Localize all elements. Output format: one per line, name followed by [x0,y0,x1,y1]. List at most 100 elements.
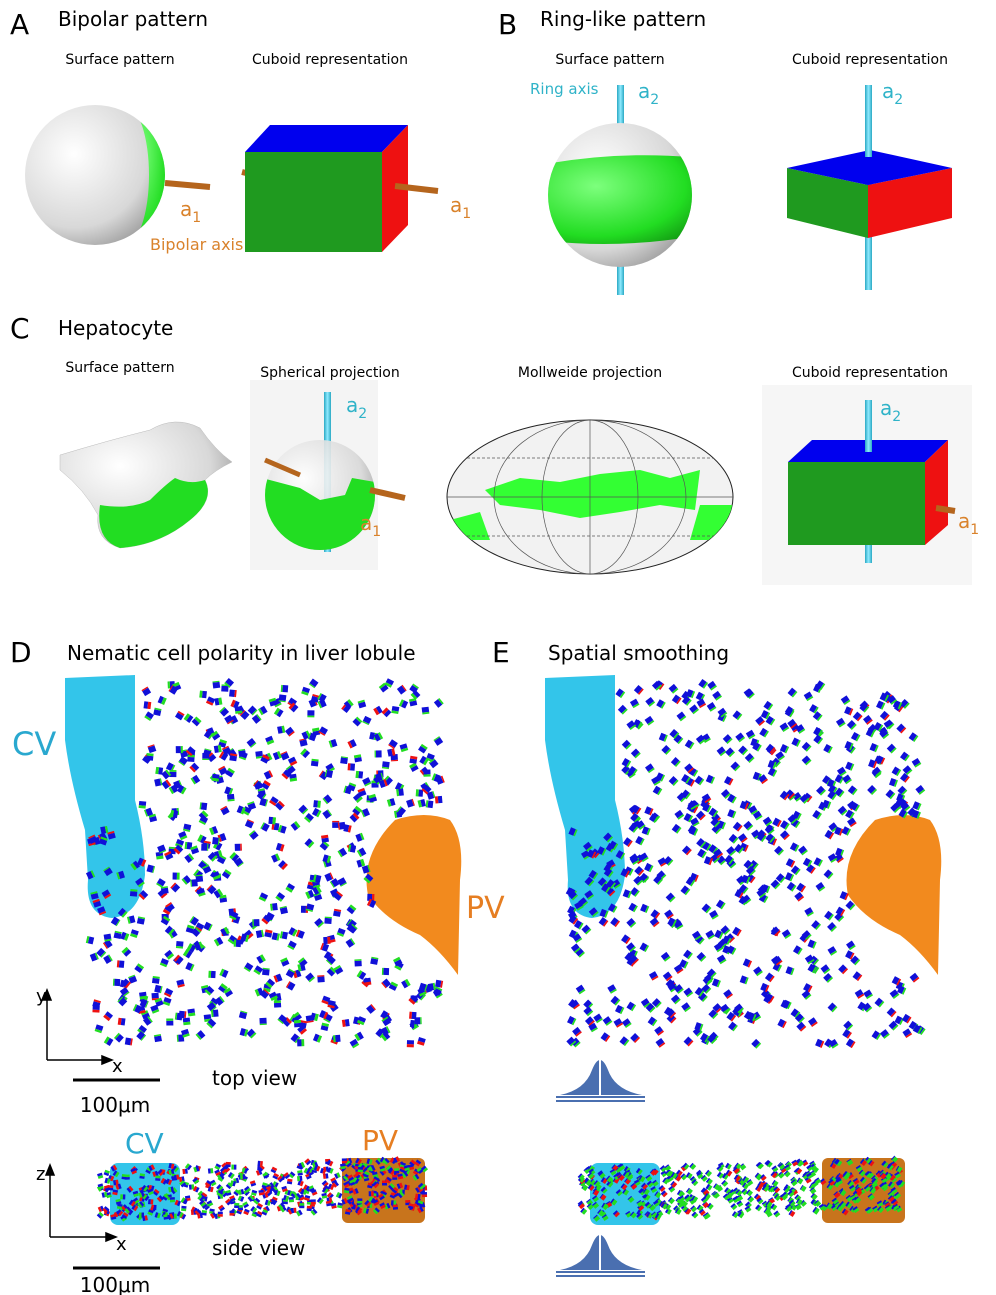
cell-cuboid [787,882,797,892]
cell-cuboid [340,756,348,764]
cell-cuboid [691,1211,698,1218]
cell-cuboid [863,715,873,725]
cell-cuboid [827,922,837,932]
subtitle: Spherical projection [260,365,399,381]
cell-cuboid [723,734,733,744]
cuboid-face [358,1167,363,1170]
cuboid-face [311,1199,316,1202]
cuboid-face [398,788,404,796]
cell-cuboid [174,955,184,965]
cell-cuboid [880,711,890,721]
cell-cuboid [354,754,362,762]
label-sub: 2 [358,406,367,422]
cell-cuboid [426,800,434,808]
cell-cuboid [170,1197,175,1202]
cell-cuboid [777,1019,786,1028]
cell-cuboid [134,963,144,973]
cuboid-face [332,821,339,822]
cell-cuboid [264,770,273,779]
cell-cuboid [197,1213,203,1219]
cell-cuboid [214,937,224,947]
cell-cuboid [382,968,389,975]
cell-cuboid [238,1195,245,1202]
cuboid-face [358,771,363,778]
cell-cuboid [659,733,668,742]
cuboid-face [382,1183,387,1186]
cuboid-face [357,1201,362,1204]
cell-cuboid [355,833,364,842]
cell-cuboid [191,775,201,785]
cell-cuboid [166,1018,173,1025]
cell-cuboid [791,738,800,747]
cuboid-face [240,844,242,851]
cuboid-face [311,1202,316,1205]
cuboid-face [179,756,188,765]
cell-cuboid [139,1212,144,1217]
cell-cuboid [323,1166,328,1171]
cell-cuboid [838,964,848,974]
cell-cuboid [173,873,180,880]
cell-cuboid [357,1198,362,1203]
cell-cuboid [851,732,861,742]
cuboid-face [204,1014,211,1019]
cuboid-face [171,884,180,893]
cuboid-face [248,706,257,715]
cell-cuboid [103,1011,113,1021]
cuboid-face [142,688,151,697]
cuboid-face [234,1205,239,1208]
cuboid-face [234,1165,237,1170]
axis-label: a2 [638,79,659,108]
cell-cuboid [733,822,743,832]
cell-cuboid [788,688,798,698]
cell-cuboid [823,744,833,754]
cell-cuboid [812,810,822,820]
label-base: a [958,509,970,533]
cuboid-face [294,1020,301,1023]
cuboid-face [119,960,125,967]
cell-cuboid [104,1170,110,1176]
cell-cuboid [229,753,237,761]
subtitle: Surface pattern [65,52,174,68]
cell-cuboid [314,918,324,928]
cuboid-face [299,1203,304,1206]
cell-cuboid [139,992,147,1000]
cell-cuboid [320,943,329,952]
cell-cuboid [684,1037,694,1047]
cell-cuboid [305,972,315,982]
cell-cuboid [297,1176,302,1181]
subtitle: Cuboid representation [792,365,948,381]
cell-cuboid [847,720,857,730]
cell-cuboid [796,1022,806,1032]
cell-cuboid [212,837,220,845]
cell-cuboid [725,747,735,757]
cell-cuboid [329,739,338,748]
cell-cuboid [248,706,258,716]
cell-cuboid [164,950,174,960]
cell-cuboid [435,796,443,804]
cell-cuboid [743,821,753,831]
cell-cuboid [388,739,398,749]
cuboid-face [191,1210,194,1215]
cell-cuboid [623,837,633,847]
cuboid-face [397,686,406,695]
cell-cuboid [794,892,804,902]
cell-cuboid [842,826,851,835]
label-base: a [880,396,892,420]
cuboid-face [428,801,434,809]
cell-cuboid [169,770,176,777]
cuboid-face [174,1214,177,1219]
cuboid-face [114,979,120,986]
cell-cuboid [121,947,131,957]
cell-cuboid [234,940,241,947]
sphere-bipolar [6,105,210,245]
cell-cuboid [765,825,775,835]
cell-cuboid [259,892,268,901]
cell-cuboid [567,1016,576,1025]
cuboid-face [420,1017,422,1024]
cell-cuboid [288,1171,295,1178]
cell-cuboid [768,767,777,776]
cell-cuboid [313,1034,322,1043]
cuboid-face [181,1206,186,1209]
cuboid-face [176,746,181,753]
cuboid-face [151,993,158,999]
